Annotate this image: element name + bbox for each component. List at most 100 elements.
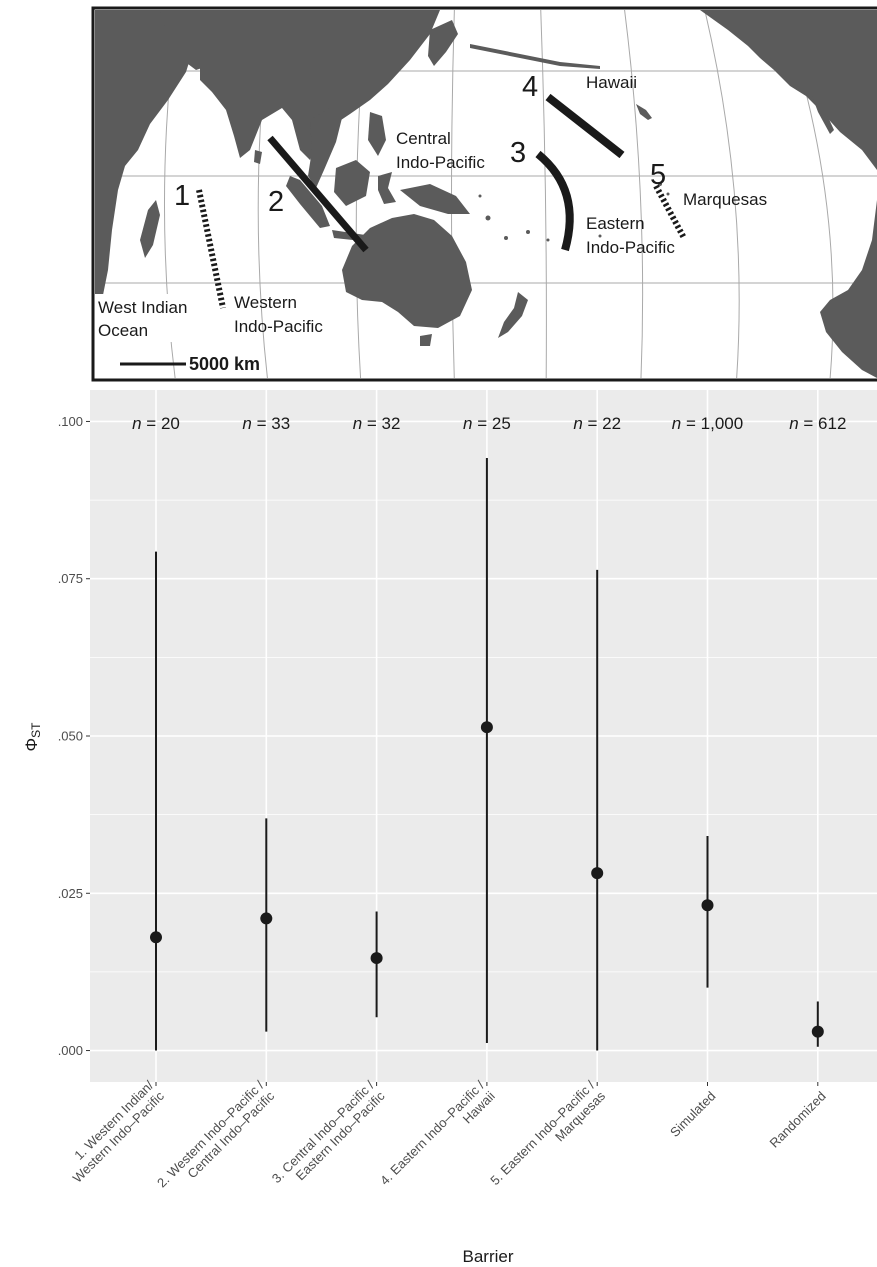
barrier-number-3: 3	[510, 137, 526, 169]
region-label-western-indo-pacific-line-1: Western	[234, 293, 297, 312]
hawaii-islands	[636, 104, 652, 120]
x-tick-label-line: 5. Eastern Indo–Pacific /	[487, 1077, 598, 1188]
region-label-eastern-indo-pacific-line-2: Indo-Pacific	[586, 238, 675, 257]
x-tick-label-line: Western Indo–Pacific	[70, 1088, 168, 1186]
n-label-value: = 25	[472, 414, 510, 433]
x-axis-ticks: 1. Western Indian/Western Indo–Pacific2.…	[70, 1077, 829, 1190]
n-labels: n = 20 n = 33 n = 32 n = 25 n = 22 n = 1,000 n…	[132, 414, 846, 433]
x-tick-label-line: 2. Western Indo–Pacific /	[154, 1077, 267, 1190]
africa-landmass	[95, 10, 196, 330]
n-label-value: = 20	[142, 414, 180, 433]
y-tick-label: .100	[58, 414, 83, 429]
n-label-prefix: n	[672, 414, 681, 433]
chart-marks	[150, 457, 824, 1051]
n-label: n = 1,000	[672, 414, 743, 433]
n-label: n = 22	[573, 414, 621, 433]
new-zealand-landmass	[498, 292, 528, 338]
indochina-landmass	[308, 108, 342, 188]
n-label-prefix: n	[132, 414, 141, 433]
n-label-prefix: n	[789, 414, 798, 433]
n-label-prefix: n	[353, 414, 362, 433]
x-tick-label-line: 3. Central Indo–Pacific /	[269, 1077, 377, 1185]
sri-lanka-landmass	[254, 150, 262, 164]
data-point	[480, 721, 493, 734]
n-label: n = 612	[789, 414, 846, 433]
north-america-landmass	[700, 10, 877, 170]
n-label-prefix: n	[573, 414, 582, 433]
barrier-3-line	[535, 150, 574, 252]
data-point	[701, 899, 714, 912]
y-axis-title-subscript: ST	[29, 722, 43, 738]
n-label-prefix: n	[463, 414, 472, 433]
madagascar-landmass	[140, 200, 160, 258]
tasmania-landmass	[420, 334, 432, 346]
pacific-islands	[478, 182, 670, 242]
n-label-value: = 1,000	[681, 414, 743, 433]
y-tick-label: .025	[58, 886, 83, 901]
japan-landmass	[428, 20, 458, 66]
region-label-western-indo-pacific-line-2: Indo-Pacific	[234, 317, 323, 336]
asia-landmass	[200, 10, 440, 160]
barrier-lines	[196, 93, 687, 309]
x-tick-label-line: 4. Eastern Indo–Pacific /	[377, 1077, 488, 1188]
region-label-marquesas: Marquesas	[683, 190, 767, 209]
n-label-value: = 612	[799, 414, 847, 433]
x-tick-label-line: Simulated	[667, 1088, 718, 1139]
sulawesi-landmass	[378, 172, 396, 204]
australia-landmass	[342, 214, 472, 328]
y-tick-label: .075	[58, 571, 83, 586]
region-label-central-indo-pacific-line-1: Central	[396, 129, 451, 148]
x-axis-title: Barrier	[462, 1247, 513, 1266]
borneo-landmass	[334, 160, 370, 206]
baja-california-landmass	[812, 96, 834, 134]
y-tick-label: .000	[58, 1043, 83, 1058]
map-frame	[91, 6, 877, 382]
data-point	[150, 931, 162, 944]
map-graticule	[95, 10, 877, 378]
barrier-numbers: 1 2 3 4 5	[174, 71, 666, 218]
barrier-number-1: 1	[174, 180, 190, 212]
x-tick-label-line: Eastern Indo–Pacific	[293, 1088, 388, 1183]
x-tick-label: 4. Eastern Indo–Pacific /Hawaii	[377, 1077, 498, 1188]
x-tick-label: 3. Central Indo–Pacific /Eastern Indo–Pa…	[269, 1077, 388, 1185]
gridlines-minor	[90, 499, 877, 973]
barrier-number-5: 5	[650, 159, 666, 191]
barrier-number-2: 2	[268, 186, 284, 218]
x-tick-label: 2. Western Indo–Pacific /Central Indo–Pa…	[154, 1077, 278, 1190]
region-label-west-indian-ocean-line-2: Ocean	[98, 321, 148, 340]
new-guinea-landmass	[400, 184, 470, 214]
data-point	[811, 1025, 824, 1038]
barrier-2-line	[267, 135, 369, 253]
n-label-value: = 32	[362, 414, 400, 433]
x-tick-label: 5. Eastern Indo–Pacific /Marquesas	[487, 1077, 608, 1188]
n-label-value: = 33	[252, 414, 290, 433]
west-indian-ocean-label-background	[95, 294, 205, 342]
n-label: n = 32	[353, 414, 401, 433]
region-label-west-indian-ocean-line-1: West Indian	[98, 298, 187, 317]
barrier-number-4: 4	[522, 71, 538, 103]
data-point	[370, 952, 383, 965]
n-label: n = 25	[463, 414, 511, 433]
region-labels: West Indian Ocean Western Indo-Pacific C…	[95, 73, 767, 342]
sumatra-landmass	[286, 176, 330, 228]
n-label-prefix: n	[242, 414, 251, 433]
n-label: n = 33	[242, 414, 290, 433]
scale-bar-label: 5000 km	[189, 354, 260, 374]
aleutian-islands	[470, 44, 600, 69]
x-tick-label: Simulated	[667, 1088, 718, 1139]
philippines-landmass	[368, 112, 386, 156]
y-axis-title-main: Φ	[22, 738, 41, 752]
barrier-4-line	[545, 93, 625, 159]
y-axis-title: ΦST	[22, 722, 43, 752]
n-label: n = 20	[132, 414, 180, 433]
region-label-hawaii: Hawaii	[586, 73, 637, 92]
map-panel: 1 2 3 4 5 West Indian Ocean Western Indo…	[91, 6, 877, 382]
y-axis-ticks: .000 .025 .050 .075 .100	[58, 414, 90, 1058]
data-point	[591, 867, 604, 880]
n-label-value: = 22	[583, 414, 621, 433]
data-point	[260, 912, 273, 925]
landmasses	[95, 10, 877, 378]
x-tick-label: 1. Western Indian/Western Indo–Pacific	[70, 1077, 168, 1186]
region-label-eastern-indo-pacific-line-1: Eastern	[586, 214, 645, 233]
